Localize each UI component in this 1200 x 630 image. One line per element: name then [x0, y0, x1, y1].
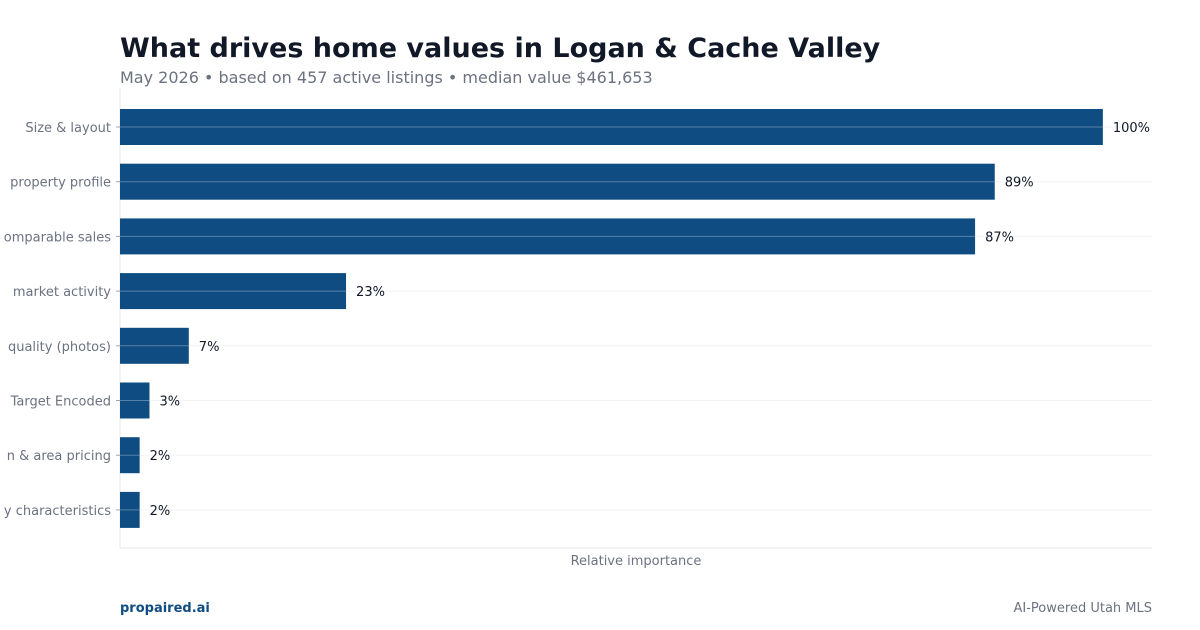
y-tick-label: y characteristics [4, 504, 111, 519]
bar [120, 218, 976, 255]
y-tick-label: n & area pricing [7, 449, 111, 464]
chart-title: What drives home values in Logan & Cache… [120, 33, 881, 64]
brand-link[interactable]: propaired.ai [120, 601, 210, 616]
data-label: 7% [199, 340, 220, 355]
y-tick-label: market activity [13, 285, 111, 300]
bar [120, 327, 189, 364]
bar [120, 109, 1103, 145]
y-tick-label: property profile [10, 176, 111, 191]
data-label: 23% [356, 285, 385, 300]
data-label: 2% [150, 449, 171, 464]
bar [120, 163, 995, 200]
data-label: 3% [159, 395, 180, 410]
data-label: 87% [985, 230, 1014, 245]
bar [120, 382, 150, 419]
data-label: 89% [1005, 176, 1034, 191]
bar [120, 273, 347, 310]
x-axis-label: Relative importance [571, 554, 702, 569]
data-label: 100% [1113, 121, 1150, 136]
y-tick-label: Target Encoded [10, 395, 111, 410]
y-tick-label: omparable sales [4, 230, 111, 245]
chart-subtitle: May 2026 • based on 457 active listings … [120, 68, 653, 87]
data-label: 2% [150, 504, 171, 519]
y-tick-label: Size & layout [25, 121, 111, 136]
y-tick-label: quality (photos) [8, 340, 111, 355]
footer-tagline: AI-Powered Utah MLS [1013, 601, 1152, 616]
bar [120, 437, 140, 474]
bar [120, 491, 140, 528]
